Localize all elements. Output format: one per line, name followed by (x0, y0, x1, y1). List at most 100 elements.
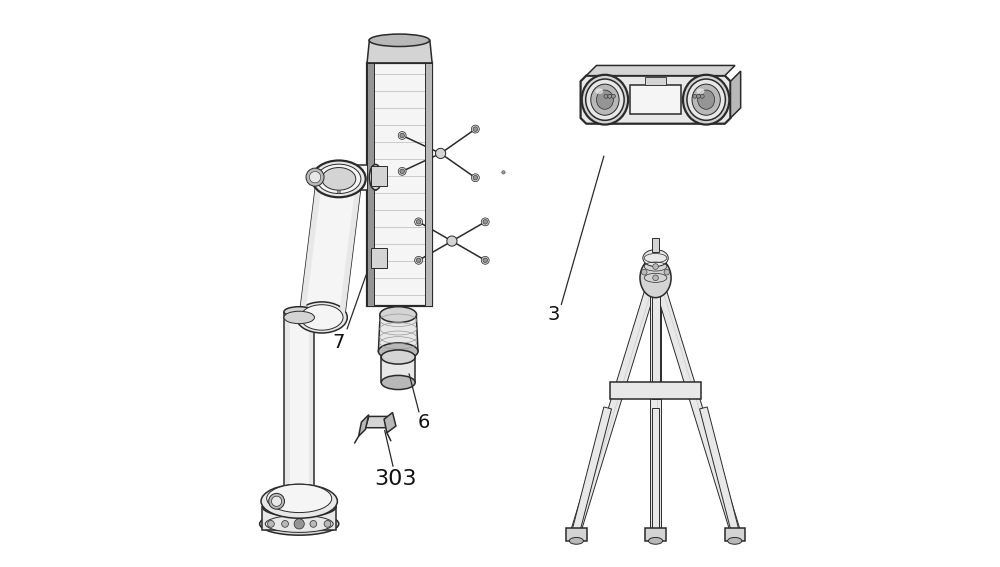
Polygon shape (573, 407, 612, 531)
Ellipse shape (261, 484, 337, 518)
Polygon shape (309, 312, 314, 501)
Ellipse shape (591, 84, 619, 115)
Bar (566, 528, 587, 541)
Ellipse shape (471, 125, 479, 133)
Ellipse shape (596, 90, 613, 109)
Bar (630, 85, 681, 115)
Ellipse shape (267, 498, 332, 515)
Polygon shape (650, 272, 661, 530)
Ellipse shape (687, 79, 725, 120)
Ellipse shape (502, 171, 505, 174)
Ellipse shape (415, 256, 423, 264)
Ellipse shape (398, 132, 406, 139)
Ellipse shape (447, 236, 457, 246)
Ellipse shape (381, 375, 415, 390)
Ellipse shape (569, 538, 583, 544)
Ellipse shape (481, 218, 489, 226)
Ellipse shape (310, 521, 317, 527)
Polygon shape (359, 414, 369, 436)
Text: 3: 3 (548, 305, 560, 324)
Polygon shape (367, 40, 432, 63)
Text: 303: 303 (374, 469, 417, 489)
Ellipse shape (595, 88, 603, 94)
Ellipse shape (471, 174, 479, 181)
Ellipse shape (284, 311, 314, 324)
Ellipse shape (648, 538, 663, 544)
Ellipse shape (700, 94, 704, 98)
Polygon shape (384, 412, 396, 433)
Text: 6: 6 (417, 413, 430, 431)
Text: 7: 7 (333, 333, 345, 352)
Polygon shape (284, 312, 290, 501)
Ellipse shape (693, 94, 697, 98)
Ellipse shape (400, 133, 404, 138)
Ellipse shape (369, 164, 382, 190)
Ellipse shape (611, 94, 615, 98)
Bar (367, 63, 374, 306)
Polygon shape (299, 181, 361, 318)
Ellipse shape (324, 521, 331, 527)
Ellipse shape (317, 164, 361, 193)
Ellipse shape (416, 219, 421, 224)
Polygon shape (365, 416, 391, 428)
Ellipse shape (337, 190, 340, 193)
Bar (367, 63, 432, 306)
Bar (371, 248, 387, 268)
Ellipse shape (269, 493, 285, 509)
Polygon shape (652, 238, 659, 252)
Polygon shape (381, 357, 415, 383)
Ellipse shape (260, 513, 339, 535)
Ellipse shape (322, 168, 356, 190)
Ellipse shape (653, 264, 658, 269)
Bar (725, 528, 745, 541)
Ellipse shape (172, 171, 176, 174)
Ellipse shape (640, 258, 671, 298)
Polygon shape (378, 315, 418, 352)
Ellipse shape (697, 88, 704, 94)
Ellipse shape (265, 515, 333, 532)
Ellipse shape (683, 75, 729, 125)
Ellipse shape (728, 538, 742, 544)
Polygon shape (652, 408, 659, 530)
Polygon shape (652, 272, 660, 399)
Ellipse shape (284, 307, 314, 317)
Ellipse shape (296, 302, 347, 333)
Bar (645, 528, 666, 541)
Ellipse shape (473, 127, 478, 132)
Ellipse shape (698, 90, 715, 109)
Ellipse shape (312, 160, 366, 197)
Polygon shape (651, 270, 740, 531)
Bar (371, 166, 387, 186)
Ellipse shape (582, 75, 628, 125)
Ellipse shape (643, 249, 668, 266)
Polygon shape (339, 165, 376, 190)
Ellipse shape (378, 343, 418, 360)
Ellipse shape (436, 149, 446, 159)
Ellipse shape (692, 84, 720, 115)
Polygon shape (586, 65, 735, 75)
Ellipse shape (400, 169, 404, 174)
Polygon shape (571, 270, 660, 531)
Ellipse shape (306, 168, 324, 186)
Ellipse shape (641, 269, 647, 275)
Polygon shape (299, 181, 322, 318)
Polygon shape (610, 383, 701, 399)
Ellipse shape (664, 269, 670, 275)
Ellipse shape (416, 258, 421, 263)
Ellipse shape (653, 275, 658, 281)
Ellipse shape (369, 34, 430, 46)
Ellipse shape (301, 304, 343, 330)
Ellipse shape (483, 258, 487, 263)
Ellipse shape (294, 519, 304, 529)
Polygon shape (581, 75, 730, 124)
Ellipse shape (604, 94, 608, 98)
Ellipse shape (309, 171, 321, 183)
Ellipse shape (481, 256, 489, 264)
Bar (645, 77, 666, 85)
Ellipse shape (282, 521, 288, 527)
Polygon shape (339, 181, 361, 318)
Polygon shape (700, 407, 739, 531)
Ellipse shape (262, 497, 336, 517)
Bar (425, 63, 432, 306)
Ellipse shape (271, 496, 282, 506)
